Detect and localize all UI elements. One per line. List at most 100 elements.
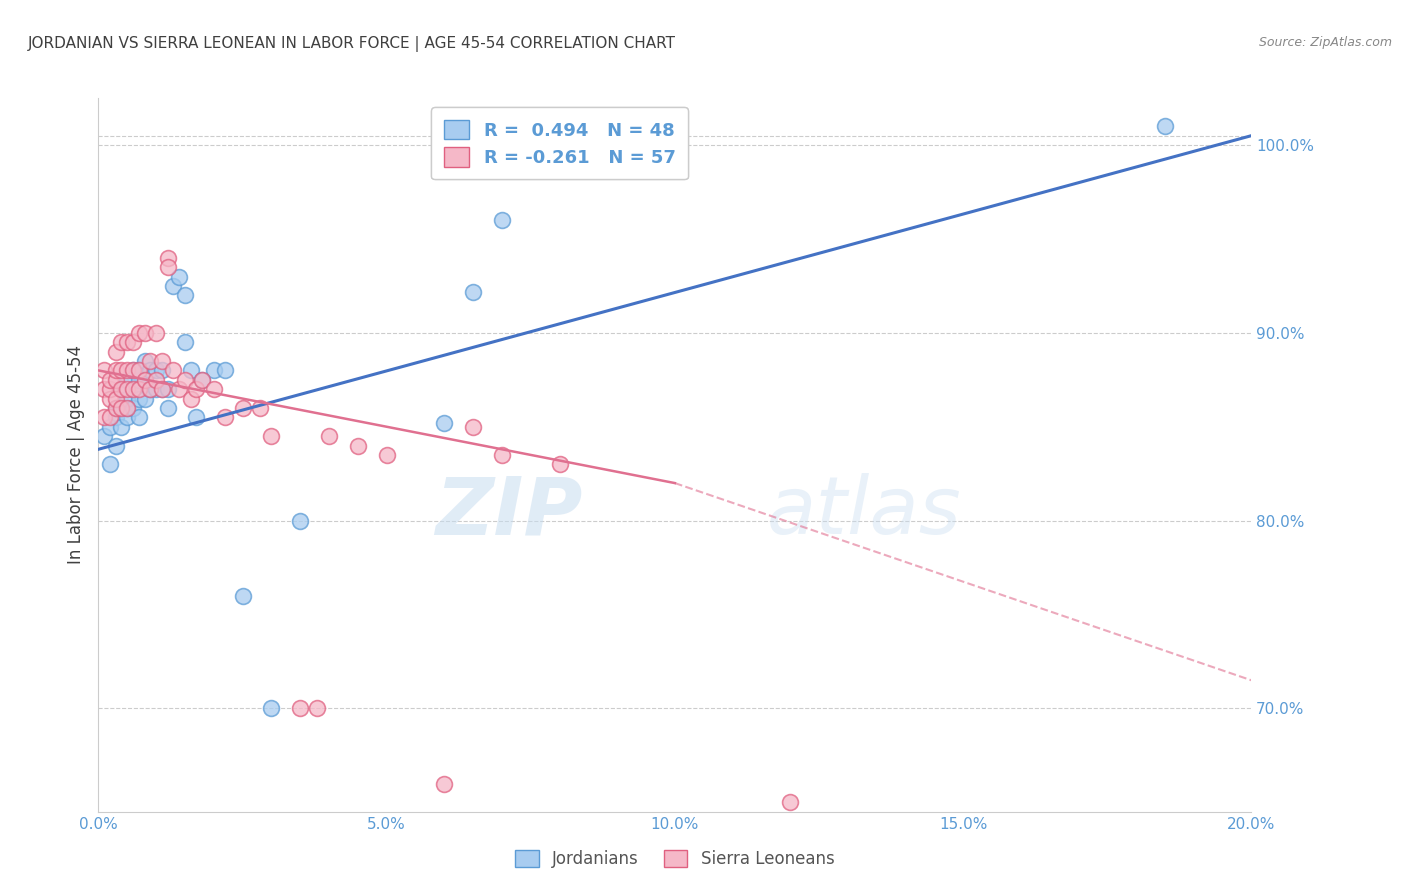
Point	[214, 410, 236, 425]
Point	[779, 795, 801, 809]
Point	[117, 401, 138, 415]
Point	[134, 354, 156, 368]
Point	[150, 382, 173, 396]
Point	[461, 419, 484, 434]
Point	[548, 458, 571, 472]
Point	[156, 382, 179, 396]
Point	[231, 401, 254, 415]
Point	[174, 373, 197, 387]
Point	[104, 344, 127, 359]
Point	[174, 335, 197, 350]
Point	[636, 128, 658, 143]
Point	[139, 354, 162, 368]
Point	[1153, 120, 1175, 134]
Point	[122, 401, 145, 415]
Point	[433, 416, 456, 430]
Point	[110, 419, 132, 434]
Text: JORDANIAN VS SIERRA LEONEAN IN LABOR FORCE | AGE 45-54 CORRELATION CHART: JORDANIAN VS SIERRA LEONEAN IN LABOR FOR…	[28, 36, 676, 52]
Point	[150, 382, 173, 396]
Point	[104, 373, 127, 387]
Point	[93, 410, 115, 425]
Point	[104, 401, 127, 415]
Point	[162, 363, 184, 377]
Point	[98, 458, 121, 472]
Point	[110, 335, 132, 350]
Legend: Jordanians, Sierra Leoneans: Jordanians, Sierra Leoneans	[509, 843, 841, 875]
Point	[110, 401, 132, 415]
Point	[98, 392, 121, 406]
Point	[307, 701, 329, 715]
Point	[156, 260, 179, 274]
Point	[134, 392, 156, 406]
Point	[433, 776, 456, 790]
Point	[346, 438, 368, 452]
Point	[110, 363, 132, 377]
Point	[260, 701, 283, 715]
Point	[186, 410, 208, 425]
Point	[98, 373, 121, 387]
Point	[180, 363, 202, 377]
Point	[180, 392, 202, 406]
Point	[122, 363, 145, 377]
Point	[249, 401, 271, 415]
Point	[117, 410, 138, 425]
Point	[156, 251, 179, 265]
Point	[202, 363, 225, 377]
Point	[139, 382, 162, 396]
Point	[128, 373, 150, 387]
Point	[128, 363, 150, 377]
Point	[461, 285, 484, 299]
Point	[375, 448, 398, 462]
Point	[145, 382, 167, 396]
Point	[167, 269, 190, 284]
Point	[491, 213, 513, 227]
Point	[128, 392, 150, 406]
Point	[98, 419, 121, 434]
Point	[139, 382, 162, 396]
Point	[167, 382, 190, 396]
Point	[150, 363, 173, 377]
Point	[186, 382, 208, 396]
Point	[117, 401, 138, 415]
Point	[117, 363, 138, 377]
Point	[128, 363, 150, 377]
Point	[93, 363, 115, 377]
Point	[145, 363, 167, 377]
Point	[134, 326, 156, 340]
Text: ZIP: ZIP	[436, 473, 582, 551]
Point	[117, 373, 138, 387]
Point	[162, 279, 184, 293]
Point	[122, 382, 145, 396]
Point	[122, 335, 145, 350]
Point	[290, 514, 312, 528]
Point	[191, 373, 214, 387]
Point	[110, 401, 132, 415]
Point	[128, 410, 150, 425]
Point	[191, 373, 214, 387]
Legend: R =  0.494   N = 48, R = -0.261   N = 57: R = 0.494 N = 48, R = -0.261 N = 57	[432, 107, 688, 179]
Point	[104, 410, 127, 425]
Point	[93, 382, 115, 396]
Point	[231, 589, 254, 603]
Point	[104, 363, 127, 377]
Text: Source: ZipAtlas.com: Source: ZipAtlas.com	[1258, 36, 1392, 49]
Point	[290, 701, 312, 715]
Point	[122, 363, 145, 377]
Point	[110, 382, 132, 396]
Point	[110, 382, 132, 396]
Point	[260, 429, 283, 443]
Point	[491, 448, 513, 462]
Point	[98, 382, 121, 396]
Point	[150, 354, 173, 368]
Point	[145, 326, 167, 340]
Point	[134, 373, 156, 387]
Point	[117, 335, 138, 350]
Point	[134, 373, 156, 387]
Point	[104, 401, 127, 415]
Point	[145, 373, 167, 387]
Point	[318, 429, 340, 443]
Point	[93, 429, 115, 443]
Text: atlas: atlas	[768, 473, 962, 551]
Point	[128, 326, 150, 340]
Point	[202, 382, 225, 396]
